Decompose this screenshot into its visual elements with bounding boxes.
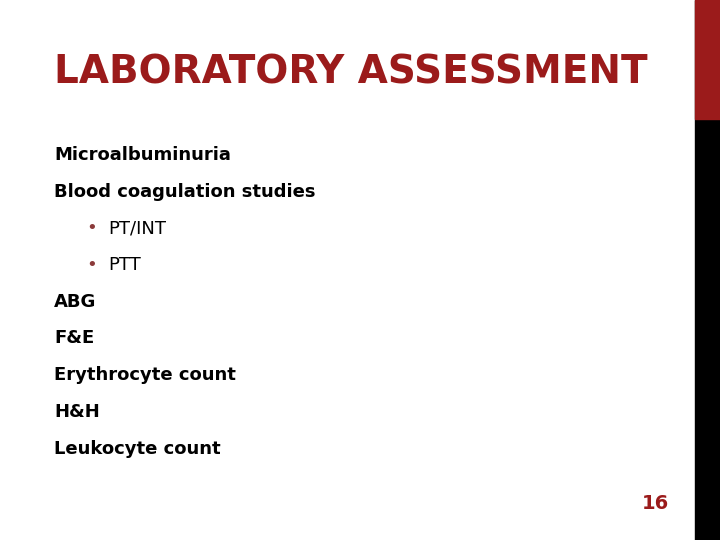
- Text: H&H: H&H: [54, 403, 100, 421]
- Text: Microalbuminuria: Microalbuminuria: [54, 146, 231, 164]
- Text: ABG: ABG: [54, 293, 96, 310]
- Text: PTT: PTT: [108, 256, 140, 274]
- Text: Blood coagulation studies: Blood coagulation studies: [54, 183, 315, 200]
- Text: F&E: F&E: [54, 329, 94, 347]
- Text: Leukocyte count: Leukocyte count: [54, 440, 220, 457]
- Text: Erythrocyte count: Erythrocyte count: [54, 366, 236, 384]
- Text: PT/INT: PT/INT: [108, 219, 166, 237]
- Text: 16: 16: [642, 494, 669, 513]
- Text: •: •: [86, 219, 97, 237]
- Text: LABORATORY ASSESSMENT: LABORATORY ASSESSMENT: [54, 54, 647, 92]
- Text: •: •: [86, 256, 97, 274]
